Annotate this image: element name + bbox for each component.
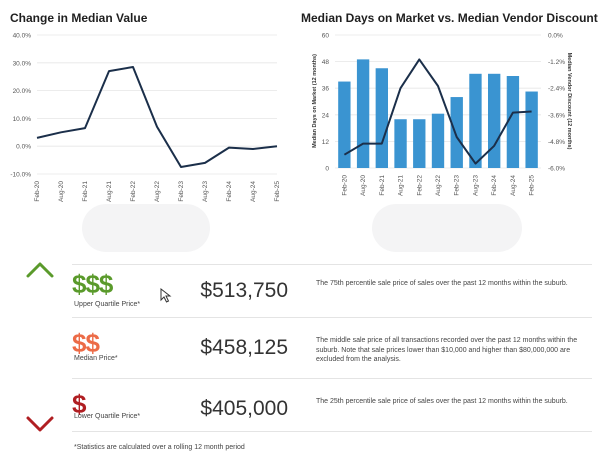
left-y-tick-label: 0: [325, 166, 329, 173]
median-value-chart-title: Change in Median Value: [10, 11, 148, 25]
lower-quartile-label: Lower Quartile Price*: [74, 413, 141, 420]
days-on-market-bar: [431, 113, 445, 168]
days-vs-discount-chart: 60 48 36 24 12 0 0.0% -1.2% -2.4% -3.6% -4.8% -6.0%…: [312, 33, 572, 196]
days-on-market-bar: [356, 59, 370, 169]
y-tick-label: 10.0%: [13, 116, 32, 123]
days-on-market-bar: [488, 73, 501, 168]
x-tick-label: Feb-23: [454, 175, 461, 196]
x-tick-label: Aug-24: [250, 181, 257, 202]
median-price-row: $$ Median Price* $458,125 The middle sal…: [72, 319, 592, 379]
days-on-market-bar: [375, 68, 388, 168]
vendor-discount-line: [343, 58, 532, 165]
days-on-market-bar: [413, 119, 426, 168]
price-gradient-arrow: [26, 262, 54, 432]
days-on-market-bar: [450, 97, 463, 168]
x-tick-label: Feb-20: [341, 175, 348, 196]
x-tick-label: Aug-23: [472, 175, 479, 196]
days-on-market-bar: [506, 76, 520, 168]
x-tick-label: Feb-25: [274, 181, 281, 202]
right-axis-label: Median Vendor Discount (12 months): [566, 53, 572, 150]
median-price-description: The middle sale price of all transaction…: [316, 337, 578, 363]
upper-quartile-row: $$$ Upper Quartile Price* $513,750 The 7…: [72, 264, 592, 318]
y-tick-label: 40.0%: [13, 33, 32, 40]
arrow-head-down: [26, 416, 54, 432]
right-y-tick-label: -4.8%: [548, 139, 565, 146]
upper-quartile-dollars-icon: $$$: [72, 269, 113, 299]
x-tick-label: Aug-20: [58, 181, 65, 202]
y-tick-label: 0.0%: [16, 144, 31, 151]
left-y-tick-label: 48: [322, 59, 330, 66]
lower-quartile-row: $ Lower Quartile Price* $405,000 The 25t…: [72, 380, 592, 432]
arrow-head-up: [26, 262, 54, 278]
right-y-tick-label: -1.2%: [548, 59, 565, 66]
y-tick-label: 20.0%: [13, 88, 32, 95]
x-tick-label: Feb-24: [226, 181, 233, 202]
upper-quartile-value: $513,750: [200, 279, 288, 302]
lower-quartile-description: The 25th percentile sale price of sales …: [316, 398, 568, 405]
lower-quartile-dollars-icon: $: [72, 389, 87, 419]
left-y-tick-label: 60: [322, 33, 330, 40]
days-on-market-bar: [469, 73, 482, 168]
right-y-tick-label: -2.4%: [548, 86, 565, 93]
right-y-tick-label: 0.0%: [548, 33, 563, 40]
right-y-tick-label: -3.6%: [548, 112, 565, 119]
median-price-label: Median Price*: [74, 355, 118, 362]
left-y-tick-label: 36: [322, 86, 330, 93]
blurred-placeholder-right: [372, 204, 522, 252]
median-value-line-chart: 40.0% 30.0% 20.0% 10.0% 0.0% -10.0%Feb-20 Aug-…: [10, 33, 281, 202]
x-tick-label: Aug-22: [154, 181, 161, 202]
days-on-market-chart-title: Median Days on Market vs. Median Vendor …: [301, 11, 598, 25]
blurred-placeholder-left: [82, 204, 210, 252]
x-tick-label: Aug-23: [202, 181, 209, 202]
lower-quartile-value: $405,000: [200, 397, 288, 420]
x-tick-label: Feb-21: [379, 175, 386, 196]
x-tick-label: Aug-22: [435, 175, 442, 196]
left-y-tick-label: 24: [322, 112, 330, 119]
x-tick-label: Feb-21: [82, 181, 89, 202]
x-tick-label: Feb-23: [178, 181, 185, 202]
x-tick-label: Aug-20: [360, 175, 367, 196]
series-line: [36, 66, 278, 168]
y-tick-label: 30.0%: [13, 60, 32, 67]
upper-quartile-description: The 75th percentile sale price of sales …: [316, 280, 568, 287]
median-price-value: $458,125: [200, 336, 288, 359]
x-tick-label: Aug-24: [510, 175, 517, 196]
mouse-cursor-icon: [160, 287, 172, 303]
left-axis-label: Median Days on Market (12 months): [312, 54, 318, 148]
left-y-tick-label: 12: [322, 139, 330, 146]
x-tick-label: Feb-22: [416, 175, 423, 196]
x-tick-label: Feb-25: [529, 175, 536, 196]
x-tick-label: Feb-22: [130, 181, 137, 202]
days-on-market-bar: [394, 119, 407, 168]
upper-quartile-label: Upper Quartile Price*: [74, 301, 141, 308]
statistics-footnote: *Statistics are calculated over a rollin…: [74, 444, 245, 451]
right-y-tick-label: -6.0%: [548, 166, 565, 173]
x-tick-label: Feb-20: [34, 181, 41, 202]
x-tick-label: Feb-24: [491, 175, 498, 196]
days-on-market-bar: [525, 91, 538, 168]
x-tick-label: Aug-21: [106, 181, 113, 202]
days-on-market-bar: [338, 81, 351, 168]
y-tick-label: -10.0%: [10, 172, 31, 179]
x-tick-label: Aug-21: [398, 175, 405, 196]
median-dollars-icon: $$: [72, 328, 100, 358]
